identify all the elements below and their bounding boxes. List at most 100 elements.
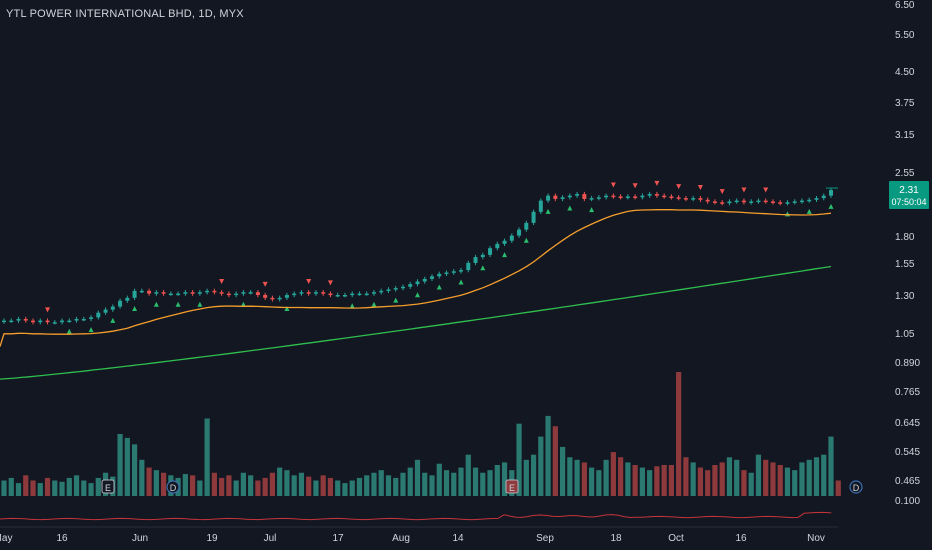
buy-signal-icon bbox=[436, 284, 442, 290]
volume-bar bbox=[81, 480, 87, 496]
candle-body bbox=[567, 195, 572, 198]
candle-body bbox=[255, 292, 260, 295]
volume-bar bbox=[30, 480, 36, 496]
candle-body bbox=[313, 292, 318, 294]
buy-signal-icon bbox=[110, 317, 116, 323]
volume-bar bbox=[37, 483, 43, 496]
volume-bar bbox=[734, 459, 740, 496]
volume-bar bbox=[567, 457, 573, 496]
volume-bar bbox=[211, 472, 217, 496]
candle-body bbox=[582, 194, 587, 199]
candle-body bbox=[393, 288, 398, 290]
candle-body bbox=[306, 292, 311, 294]
volume-bar bbox=[95, 477, 101, 496]
volume-bar bbox=[683, 457, 689, 496]
y-tick-label: 5.50 bbox=[895, 30, 915, 41]
volume-bar bbox=[690, 462, 696, 496]
volume-bar bbox=[226, 475, 232, 496]
volume-bar bbox=[436, 463, 442, 496]
y-tick-label: 0.465 bbox=[895, 476, 920, 487]
sell-signal-icon bbox=[654, 180, 660, 186]
volume-bar bbox=[784, 467, 791, 496]
marker-circle bbox=[849, 480, 863, 494]
candle-body bbox=[23, 318, 28, 321]
x-tick-label: 19 bbox=[206, 533, 218, 544]
volume-bar bbox=[763, 459, 769, 496]
candle-body bbox=[756, 200, 761, 203]
volume-bar bbox=[712, 465, 718, 496]
candle-body bbox=[89, 317, 94, 319]
volume-bar bbox=[487, 470, 493, 496]
volume-bar bbox=[726, 457, 733, 496]
volume-bar bbox=[248, 475, 254, 496]
buy-signal-icon bbox=[349, 303, 355, 309]
y-tick-label: 1.30 bbox=[895, 291, 915, 302]
volume-bar bbox=[364, 475, 370, 496]
volume-bar bbox=[414, 459, 421, 496]
y-tick-label: 3.75 bbox=[895, 98, 915, 109]
volume-bar bbox=[313, 480, 319, 496]
y-tick-label: 0.100 bbox=[895, 496, 920, 507]
volume-bar bbox=[516, 423, 522, 496]
volume-bar bbox=[197, 480, 203, 496]
candle-body bbox=[52, 322, 57, 324]
volume-bar bbox=[356, 477, 363, 496]
buy-signal-icon bbox=[806, 208, 812, 214]
volume-bar bbox=[647, 470, 653, 496]
x-tick-label: May bbox=[0, 533, 12, 544]
candle-body bbox=[161, 292, 166, 294]
volume-bar bbox=[632, 465, 638, 496]
candle-body bbox=[770, 201, 775, 203]
volume-bar bbox=[618, 457, 624, 496]
y-tick-label: 0.765 bbox=[895, 387, 920, 398]
volume-bar bbox=[581, 462, 587, 496]
volume-bar bbox=[697, 467, 704, 496]
sell-signal-icon bbox=[610, 182, 616, 188]
volume-bar bbox=[472, 467, 479, 496]
candle-body bbox=[524, 222, 529, 230]
sell-signal-icon bbox=[697, 184, 703, 190]
candle-body bbox=[763, 200, 768, 203]
dividend-icon: D bbox=[849, 480, 863, 494]
candle-body bbox=[473, 257, 478, 263]
buy-signal-icon bbox=[66, 328, 72, 334]
volume-bar bbox=[66, 477, 72, 496]
candle-body bbox=[727, 201, 732, 204]
y-tick-label: 6.50 bbox=[895, 0, 915, 11]
candle-body bbox=[814, 198, 819, 200]
volume-bar bbox=[44, 477, 51, 496]
buy-signal-icon bbox=[458, 279, 464, 285]
y-tick-label: 1.80 bbox=[895, 232, 915, 243]
volume-bar bbox=[458, 467, 464, 496]
x-tick-label: 18 bbox=[610, 533, 622, 544]
candle-body bbox=[379, 290, 384, 293]
candle-body bbox=[335, 295, 340, 297]
dividend-icon: D bbox=[166, 480, 180, 494]
candle-body bbox=[408, 284, 413, 287]
buy-signal-icon bbox=[240, 301, 246, 307]
y-tick-label: 1.05 bbox=[895, 329, 915, 340]
volume-bar bbox=[639, 467, 645, 496]
candle-body bbox=[546, 195, 551, 201]
volume-bar bbox=[538, 436, 544, 496]
candle-body bbox=[350, 293, 355, 296]
volume-bar bbox=[219, 477, 225, 496]
candle-body bbox=[132, 290, 137, 298]
candle-body bbox=[67, 320, 72, 323]
candle-body bbox=[517, 229, 522, 236]
volume-bar bbox=[8, 477, 14, 496]
volume-bar bbox=[741, 470, 747, 496]
candle-body bbox=[364, 293, 369, 296]
volume-bar bbox=[806, 459, 812, 496]
volume-bar bbox=[559, 446, 566, 496]
volume-bar bbox=[705, 470, 711, 496]
volume-bar bbox=[422, 472, 428, 496]
x-tick-label: Nov bbox=[807, 533, 825, 544]
ma-fast-line bbox=[0, 208, 832, 347]
candle-body bbox=[430, 276, 435, 279]
candle-body bbox=[829, 190, 833, 196]
volume-bar bbox=[545, 415, 551, 496]
volume-bar bbox=[589, 467, 595, 496]
candle-body bbox=[45, 320, 50, 323]
